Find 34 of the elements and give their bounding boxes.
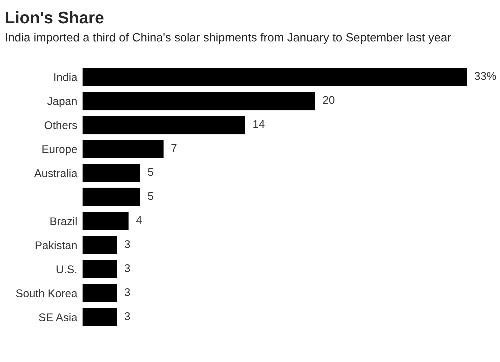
data-label: 3 [124,288,130,296]
data-label: 14 [254,120,265,128]
data-label: 7 [172,144,177,152]
chart-subtitle: India imported a third of China's solar shipments from January to September last year [6,33,452,44]
data-label: 3 [124,312,130,320]
y-tick-label: U.S. [56,266,77,274]
data-label: 20 [323,96,335,104]
y-tick-label: Australia [34,169,78,178]
y-tick-label: SE Asia [39,313,78,322]
y-tick-label: Brazil [50,217,77,226]
bar [82,91,316,111]
data-label: 3 [124,264,130,272]
y-tick-label: Europe [42,146,78,156]
bar [82,140,165,159]
data-label: 33% [474,72,496,80]
bar [82,236,118,256]
bar [82,188,142,208]
y-tick-label: Pakistan [36,241,77,250]
bar [82,260,118,280]
bar [82,308,118,328]
data-label: 3 [124,240,130,248]
bar [82,212,130,232]
data-label: 5 [148,168,154,176]
bar [82,164,142,183]
chart-title: Lion's Share [6,11,104,24]
y-tick-label: South Korea [16,289,78,298]
y-tick-label: India [54,73,78,82]
y-tick-label: Japan [48,98,77,108]
bar [82,284,118,304]
data-label: 4 [136,216,142,224]
bar [82,67,468,87]
data-label: 5 [148,192,154,200]
y-tick-label: Others [44,121,78,130]
bar [82,116,246,135]
